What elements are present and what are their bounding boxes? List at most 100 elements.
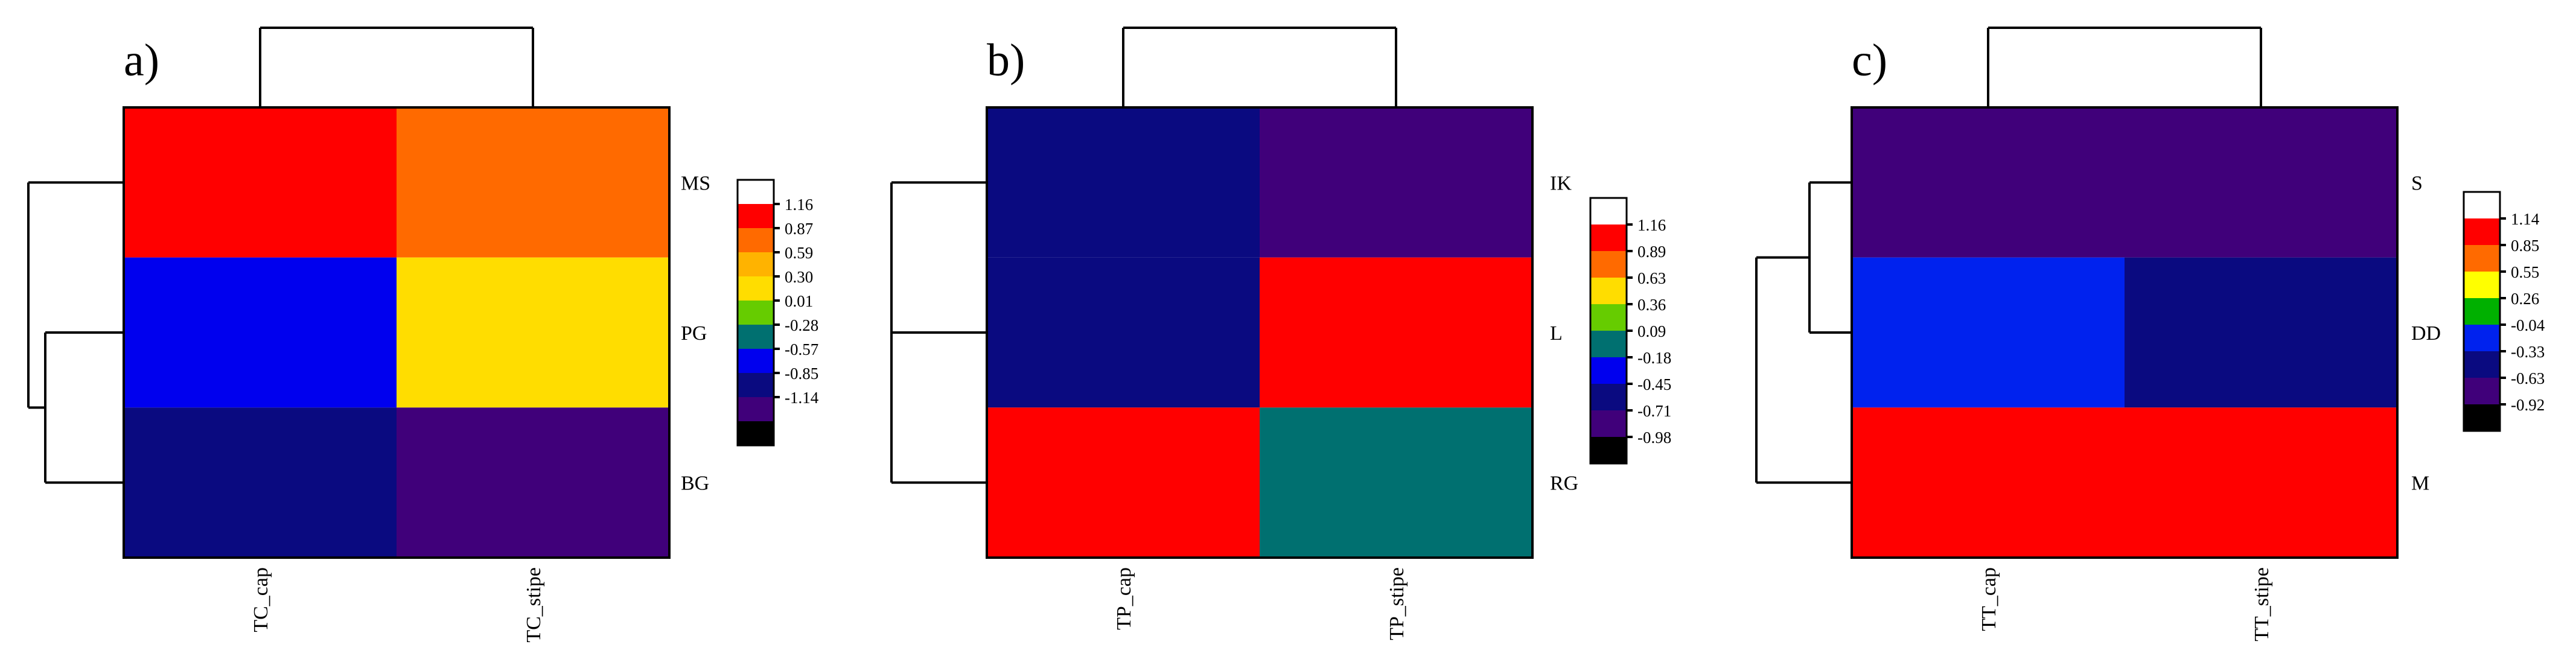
legend-swatch xyxy=(1590,225,1627,251)
legend-tick-label: 1.16 xyxy=(785,196,813,214)
legend-tick-label: 0.63 xyxy=(1637,269,1666,287)
heatmap-cell-L-TP_cap xyxy=(987,257,1260,408)
legend-swatch xyxy=(738,228,774,252)
legend-tick-label: 0.01 xyxy=(785,292,813,310)
legend-swatch xyxy=(738,325,774,349)
legend-swatch xyxy=(1590,384,1627,410)
heatmap-cell-S-TT_cap xyxy=(1852,107,2125,258)
heatmap-cell-BG-TC_cap xyxy=(124,407,397,558)
legend-tick-label: 0.59 xyxy=(785,244,813,262)
legend-frame xyxy=(736,179,775,447)
legend-swatch xyxy=(1590,410,1627,437)
heatmap-cell-PG-TC_stipe xyxy=(397,257,669,408)
row-label-IK: IK xyxy=(1550,172,1572,194)
legend-swatch xyxy=(2464,218,2500,245)
legend-swatch xyxy=(738,397,774,421)
panel-label: a) xyxy=(124,35,159,86)
heatmap-cell-DD-TT_cap xyxy=(1852,257,2125,408)
legend-swatch xyxy=(738,204,774,228)
heatmap-cell-MS-TC_stipe xyxy=(397,107,669,258)
heatmap-cell-M-TT_stipe xyxy=(2125,407,2397,558)
color-legend: 1.16 0.89 0.63 0.36 0.09 -0.18 -0.45 -0.71 -0.98 xyxy=(1589,197,1671,465)
legend-swatch xyxy=(2464,298,2500,325)
color-legend: 1.14 0.85 0.55 0.26 -0.04 -0.33 -0.63 -0.92 xyxy=(2463,191,2545,432)
legend-tick-label: -0.71 xyxy=(1637,402,1671,420)
heatmap-cell-S-TT_stipe xyxy=(2125,107,2397,258)
row-label-BG: BG xyxy=(681,473,709,495)
legend-tick-label: 1.16 xyxy=(1637,216,1666,234)
heatmap-cell-RG-TP_cap xyxy=(987,407,1260,558)
row-label-RG: RG xyxy=(1550,473,1578,495)
heatmap-panel-2: b) IK L RG TP_cap TP_stipe 1.16 0.89 0.63 0.36 0.0… xyxy=(890,27,1671,640)
heatmap-cell-DD-TT_stipe xyxy=(2125,257,2397,408)
legend-tick-label: -0.45 xyxy=(1637,375,1671,393)
legend-tick-label: -0.63 xyxy=(2511,369,2545,387)
heatmap-cell-IK-TP_cap xyxy=(987,107,1260,258)
legend-swatch xyxy=(1590,331,1627,357)
legend-swatch xyxy=(2464,325,2500,351)
legend-tick-label: -0.33 xyxy=(2511,343,2545,361)
heatmap-panel-1: a) MS PG BG TC_cap TC_stipe 1.16 0.87 0.59 0.30 0.… xyxy=(27,27,819,643)
legend-swatch xyxy=(1590,357,1627,384)
row-dendrogram xyxy=(27,181,124,484)
legend-swatch xyxy=(1590,198,1627,225)
row-dendrogram xyxy=(890,181,987,484)
heatmap-cell-MS-TC_cap xyxy=(124,107,397,258)
row-label-PG: PG xyxy=(681,322,707,345)
legend-swatch xyxy=(738,349,774,373)
legend-swatch xyxy=(1590,251,1627,278)
heatmap-cell-RG-TP_stipe xyxy=(1260,407,1532,558)
legend-tick-label: -0.57 xyxy=(785,340,818,358)
panel-label: c) xyxy=(1852,35,1887,86)
column-label-TP_cap: TP_cap xyxy=(1113,567,1135,630)
heatmap-cell-L-TP_stipe xyxy=(1260,257,1532,408)
heatmap-panel-3: c) S DD M TT_cap TT_stipe 1.14 0.85 0.55 0.26 -0.0… xyxy=(1755,27,2545,642)
legend-tick-label: 0.89 xyxy=(1637,243,1666,261)
legend-swatch xyxy=(1590,437,1627,463)
legend-swatch xyxy=(738,301,774,325)
column-label-TT_stipe: TT_stipe xyxy=(2251,567,2273,642)
heatmap-cell-IK-TP_stipe xyxy=(1260,107,1532,258)
legend-swatch xyxy=(738,373,774,397)
column-label-TC_cap: TC_cap xyxy=(250,567,272,632)
legend-tick-label: -0.85 xyxy=(785,365,818,383)
legend-tick-label: 0.55 xyxy=(2511,263,2539,281)
color-legend: 1.16 0.87 0.59 0.30 0.01 -0.28 -0.57 -0.85 -1.14 xyxy=(736,179,819,447)
legend-frame xyxy=(2463,191,2501,432)
legend-swatch xyxy=(2464,378,2500,404)
legend-swatch xyxy=(2464,404,2500,431)
heatmap-cell-PG-TC_cap xyxy=(124,257,397,408)
panel-label: b) xyxy=(987,35,1025,86)
legend-swatch xyxy=(738,276,774,301)
legend-swatch xyxy=(2464,192,2500,218)
row-label-MS: MS xyxy=(681,172,710,194)
legend-swatch xyxy=(738,180,774,204)
column-dendrogram xyxy=(1122,27,1397,107)
legend-swatch xyxy=(2464,351,2500,378)
legend-tick-label: 0.30 xyxy=(785,268,813,286)
heatmap-cell-BG-TC_stipe xyxy=(397,407,669,558)
legend-swatch xyxy=(1590,304,1627,331)
legend-tick-label: -1.14 xyxy=(785,389,819,407)
legend-tick-label: 0.87 xyxy=(785,220,813,238)
row-label-DD: DD xyxy=(2411,322,2441,345)
row-dendrogram xyxy=(1755,181,1852,484)
legend-swatch xyxy=(738,421,774,445)
legend-tick-label: 0.26 xyxy=(2511,290,2539,308)
legend-swatch xyxy=(2464,245,2500,272)
column-dendrogram xyxy=(1987,27,2262,107)
heatmap-cell-M-TT_cap xyxy=(1852,407,2125,558)
legend-tick-label: -0.98 xyxy=(1637,428,1671,447)
column-dendrogram xyxy=(259,27,534,107)
legend-tick-label: -0.18 xyxy=(1637,349,1671,367)
legend-tick-label: 0.85 xyxy=(2511,237,2539,255)
legend-swatch xyxy=(1590,278,1627,304)
row-label-M: M xyxy=(2411,473,2429,495)
legend-tick-label: -0.92 xyxy=(2511,396,2545,414)
legend-tick-label: 0.36 xyxy=(1637,296,1666,314)
legend-tick-label: -0.04 xyxy=(2511,316,2545,334)
row-label-L: L xyxy=(1550,322,1563,345)
legend-tick-label: -0.28 xyxy=(785,316,818,334)
legend-tick-label: 0.09 xyxy=(1637,322,1666,340)
